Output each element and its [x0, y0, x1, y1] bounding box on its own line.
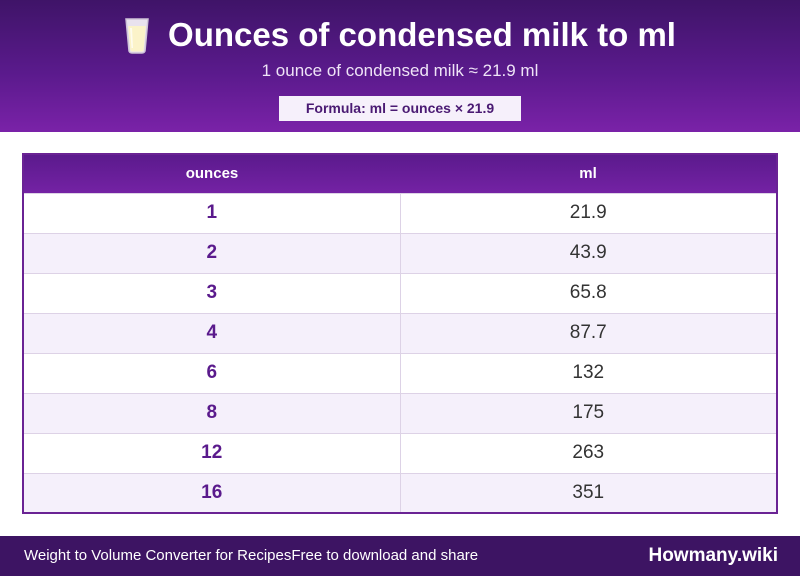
table-row: 12 263 [24, 432, 776, 473]
ounces-cell: 1 [24, 192, 401, 233]
ml-cell: 132 [400, 352, 776, 393]
footer-share-text: Free to download and share [291, 547, 479, 564]
ml-cell: 21.9 [400, 192, 776, 233]
ml-cell: 175 [400, 392, 776, 433]
table-header-row: ounces ml [24, 155, 776, 193]
table-row: 4 87.7 [24, 312, 776, 353]
ml-cell: 65.8 [400, 272, 776, 313]
column-header-ounces: ounces [185, 165, 239, 183]
ounces-cell: 6 [24, 352, 401, 393]
brand-logo-text[interactable]: Howmany.wiki [648, 545, 778, 566]
ounces-cell: 12 [24, 432, 401, 473]
table-row: 2 43.9 [24, 232, 776, 273]
title-row: Ounces of condensed milk to ml [0, 14, 800, 56]
table-row: 6 132 [24, 352, 776, 393]
ounces-cell: 16 [24, 472, 401, 512]
ml-cell: 87.7 [400, 312, 776, 353]
subtitle: 1 ounce of condensed milk ≈ 21.9 ml [261, 61, 539, 80]
conversion-table: ounces ml 1 21.9 2 43.9 3 65.8 4 87.7 6 [22, 153, 778, 514]
ounces-cell: 8 [24, 392, 401, 433]
table-row: 8 175 [24, 392, 776, 433]
column-header-ml: ml [579, 165, 597, 183]
ml-cell: 43.9 [400, 232, 776, 273]
ounces-cell: 2 [24, 232, 401, 273]
table-row: 1 21.9 [24, 192, 776, 233]
footer-text: Weight to Volume Converter for RecipesFr… [24, 536, 478, 576]
ml-cell: 263 [400, 432, 776, 473]
conversion-table-grid: ounces ml 1 21.9 2 43.9 3 65.8 4 87.7 6 [24, 155, 776, 512]
footer-bar: Weight to Volume Converter for RecipesFr… [0, 536, 800, 576]
footer-converter-link[interactable]: Weight to Volume Converter for Recipes [24, 547, 292, 564]
formula-badge: Formula: ml = ounces × 21.9 [279, 96, 521, 121]
glass-of-milk-icon [125, 18, 149, 54]
header-banner: Ounces of condensed milk to ml 1 ounce o… [0, 0, 800, 132]
page-title: Ounces of condensed milk to ml [168, 16, 676, 53]
table-row: 16 351 [24, 472, 776, 512]
ounces-cell: 4 [24, 312, 401, 353]
table-row: 3 65.8 [24, 272, 776, 313]
ounces-cell: 3 [24, 272, 401, 313]
ml-cell: 351 [400, 472, 776, 512]
